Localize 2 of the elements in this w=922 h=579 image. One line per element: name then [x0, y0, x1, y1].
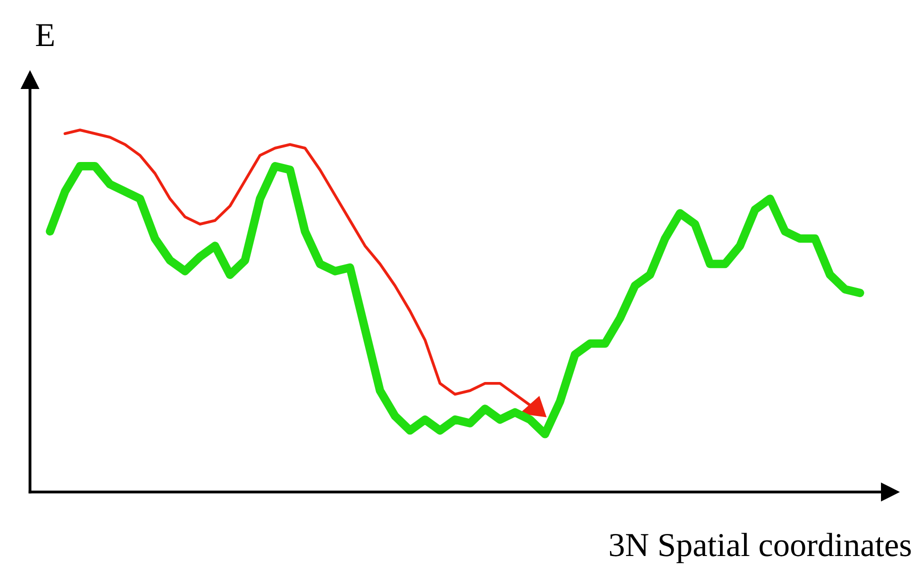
x-axis-title: 3N Spatial coordinates [610, 532, 911, 564]
y-axis-title: E [36, 24, 54, 46]
